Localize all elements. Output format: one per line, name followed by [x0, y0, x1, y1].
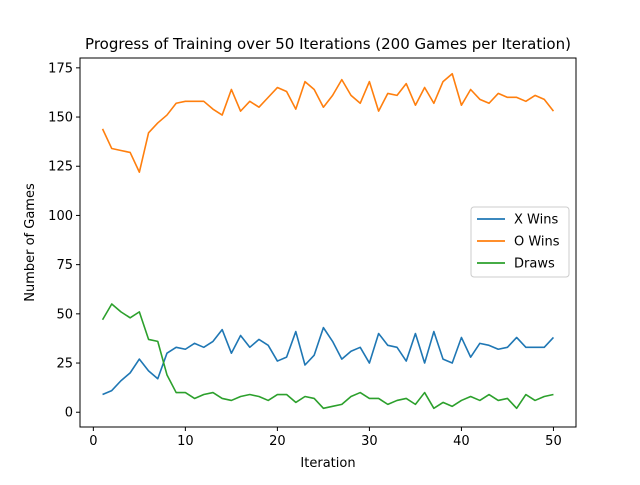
legend: X Wins O Wins Draws: [470, 206, 570, 278]
y-axis: 0 25 50 75 100 125 150 175: [48, 61, 80, 421]
series-line-1: [101, 72, 555, 173]
x-axis: 0 10 20 30 40 50: [89, 427, 562, 449]
plot-frame: [79, 57, 577, 428]
y-tick-label-3: 75: [56, 258, 73, 273]
x-tick-label-1: 10: [177, 434, 194, 449]
legend-label-0: X Wins: [514, 213, 558, 228]
series-line-2: [101, 303, 554, 410]
y-tick-label-4: 100: [48, 209, 73, 224]
y-tick-label-5: 125: [48, 160, 73, 175]
x-tick-label-3: 30: [361, 434, 378, 449]
legend-label-1: O Wins: [514, 235, 560, 250]
chart-title: Progress of Training over 50 Iterations …: [85, 35, 571, 53]
x-tick-label-2: 20: [269, 434, 286, 449]
series-line-0: [102, 326, 555, 396]
x-tick-label-4: 40: [453, 434, 470, 449]
y-tick-label-6: 150: [48, 111, 73, 126]
x-tick-label-5: 50: [545, 434, 562, 449]
y-tick-label-1: 25: [56, 357, 73, 372]
x-tick-label-0: 0: [89, 434, 97, 449]
y-tick-label-0: 0: [65, 406, 73, 421]
plot-lines: [101, 72, 555, 410]
y-axis-label: Number of Games: [23, 183, 38, 302]
legend-box: [470, 206, 570, 278]
y-tick-label-2: 50: [56, 307, 73, 322]
y-tick-label-7: 175: [48, 61, 73, 76]
legend-label-2: Draws: [514, 257, 555, 272]
x-axis-label: Iteration: [300, 456, 355, 471]
